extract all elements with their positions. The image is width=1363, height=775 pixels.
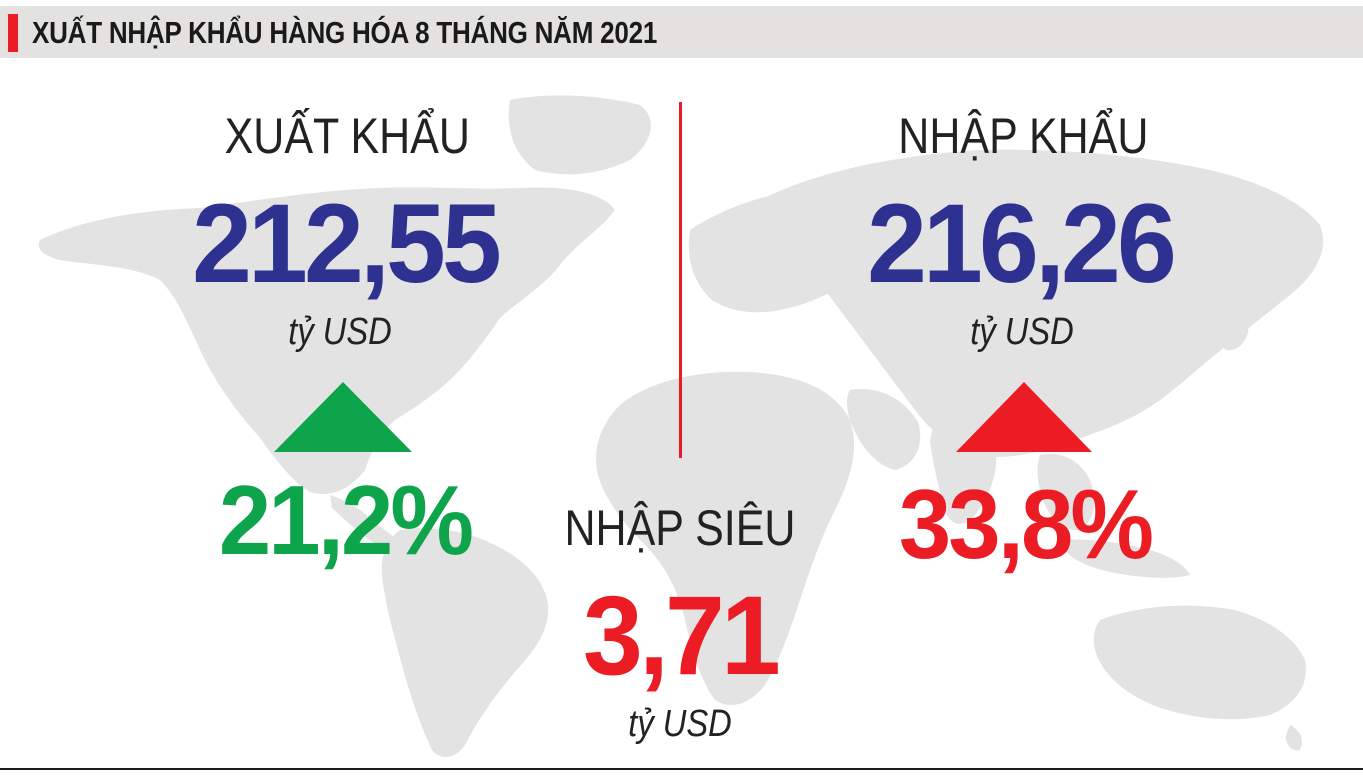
- export-label: XUẤT KHẨU: [224, 108, 470, 164]
- map-new-zealand: [1285, 725, 1302, 751]
- export-value: 212,55: [192, 181, 502, 306]
- map-australia: [1093, 605, 1306, 720]
- world-map-background: [38, 95, 1324, 757]
- header-accent-bar: [8, 14, 18, 52]
- map-southeast-asia: [1037, 453, 1095, 531]
- trade-deficit-unit: tỷ USD: [628, 703, 732, 745]
- trade-deficit-label: NHẬP SIÊU: [564, 500, 796, 556]
- map-asia: [759, 149, 1324, 457]
- import-value: 216,26: [867, 181, 1177, 306]
- export-growth: 21,2%: [218, 465, 474, 575]
- page-title: XUẤT NHẬP KHẨU HÀNG HÓA 8 THÁNG NĂM 2021: [32, 15, 658, 50]
- export-unit: tỷ USD: [288, 311, 392, 353]
- export-triangle-up-icon: [274, 382, 412, 452]
- map-africa: [596, 371, 855, 705]
- map-indonesia: [1060, 539, 1190, 578]
- map-greenland: [508, 95, 651, 175]
- center-divider: [679, 102, 682, 458]
- import-label: NHẬP KHẨU: [898, 108, 1149, 164]
- map-japan: [1222, 300, 1249, 351]
- map-south-america: [381, 528, 549, 757]
- header-bar: [0, 6, 1363, 58]
- trade-deficit-value: 3,71: [583, 573, 781, 698]
- import-unit: tỷ USD: [970, 311, 1074, 353]
- import-triangle-up-icon: [956, 382, 1092, 452]
- import-growth: 33,8%: [898, 469, 1154, 579]
- bottom-rule: [0, 768, 1363, 770]
- map-north-america: [38, 187, 616, 494]
- map-central-america: [330, 495, 405, 550]
- map-arabia: [846, 389, 921, 470]
